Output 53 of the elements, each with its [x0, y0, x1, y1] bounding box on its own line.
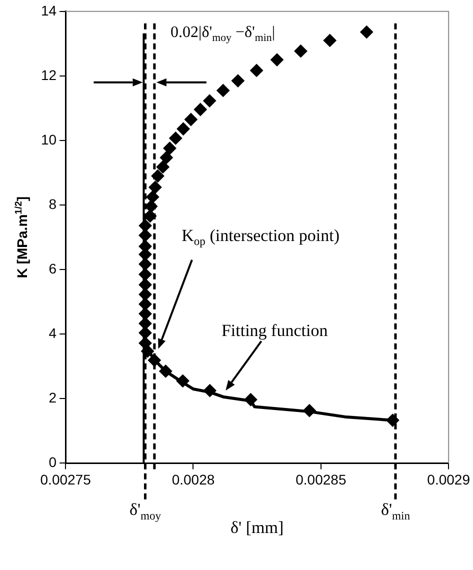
point: [146, 190, 160, 204]
point: [138, 228, 152, 242]
point: [386, 414, 400, 427]
x-tick-label: 0.00275: [40, 471, 92, 488]
point: [360, 26, 374, 39]
y-tick-label: 6: [48, 260, 57, 276]
point: [231, 74, 244, 88]
point: [244, 393, 258, 406]
point: [270, 53, 284, 66]
y-tick-label: 0: [48, 454, 57, 470]
x-tick-label: 0.0029: [427, 471, 470, 488]
point: [151, 169, 164, 182]
point: [138, 326, 152, 340]
x-tick-label: 0.0028: [172, 471, 215, 488]
y-tick-label: 12: [40, 66, 57, 83]
point: [203, 384, 216, 398]
annotation: Fitting function: [221, 320, 328, 340]
point: [184, 113, 198, 126]
point: [144, 210, 157, 222]
point: [138, 307, 152, 320]
point: [141, 344, 154, 358]
point: [156, 160, 170, 174]
x-tick-label: 0.00285: [296, 471, 346, 488]
point: [148, 354, 161, 367]
point: [138, 219, 152, 232]
point: [144, 200, 158, 213]
y-axis-title: K [MPa.m1/2]: [13, 196, 30, 278]
point: [138, 298, 152, 311]
point: [176, 122, 190, 136]
point: [138, 268, 152, 281]
y-tick-label: 14: [40, 2, 57, 18]
point: [250, 64, 264, 77]
point: [160, 151, 173, 164]
point: [163, 142, 176, 155]
y-tick-label: 8: [48, 196, 57, 212]
x-axis-title: δ' [mm]: [230, 518, 284, 538]
point: [203, 94, 216, 108]
point: [216, 84, 230, 97]
point: [148, 180, 162, 194]
point: [159, 364, 172, 378]
point: [302, 404, 316, 418]
y-tick-label: 2: [48, 390, 57, 406]
point: [176, 374, 190, 388]
point: [138, 288, 152, 301]
y-tick-label: 10: [40, 131, 57, 148]
point: [169, 132, 182, 145]
point: [138, 258, 152, 271]
y-tick-label: 4: [48, 324, 57, 341]
point: [323, 34, 336, 47]
point: [294, 44, 308, 58]
point: [194, 103, 207, 116]
point: [138, 278, 152, 292]
point: [138, 316, 152, 330]
